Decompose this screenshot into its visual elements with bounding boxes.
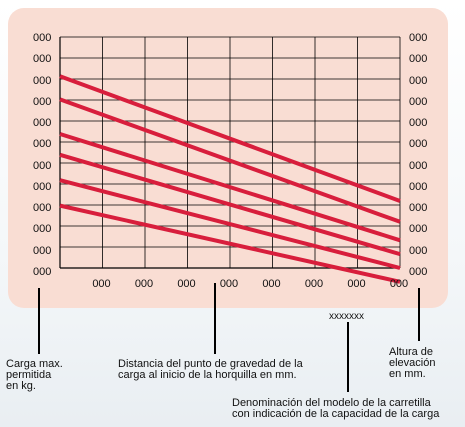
y-tick-label-left: 000: [33, 180, 52, 193]
load-curve-4: [59, 152, 401, 257]
y-tick-label-left: 000: [33, 266, 52, 278]
y-tick-label-right: 000: [409, 95, 428, 108]
load-curves: [59, 74, 401, 284]
y-tick-label-right: 000: [409, 202, 428, 215]
load-curve-6: [59, 203, 401, 284]
y-tick-label-left: 000: [33, 138, 52, 151]
load-curve-2: [59, 97, 401, 224]
y-tick-label-right: 000: [409, 117, 428, 130]
x-tick-label: 000: [92, 278, 111, 290]
x-tick-label: 000: [304, 278, 324, 290]
chart-grid: [59, 36, 401, 269]
height-callout-line-3: en mm.: [389, 368, 426, 380]
load-callout-line-3: en kg.: [6, 380, 36, 392]
x-tick-label: 000: [347, 278, 366, 290]
x-tick-label: 000: [219, 278, 239, 290]
model-callout: Denominación del modelo de la carretilla…: [232, 398, 439, 420]
y-tick-label-left: 000: [33, 53, 52, 66]
y-tick-label-right: 000: [409, 138, 428, 151]
y-tick-label-right: 000: [409, 32, 428, 44]
y-tick-label-right: 000: [409, 244, 428, 257]
callout-pointers: [38, 283, 420, 392]
load-callout: Carga max. permitida en kg.: [6, 359, 63, 392]
y-tick-label-left: 000: [33, 159, 52, 172]
x-tick-label: 000: [389, 278, 409, 290]
load-curve-5: [59, 178, 401, 270]
distance-callout: Distancia del punto de gravedad de la ca…: [118, 359, 303, 381]
model-callout-line-2: con indicación de la capacidad de la car…: [232, 408, 440, 420]
y-tick-label-right: 000: [409, 159, 428, 172]
y-tick-label-left: 000: [33, 202, 52, 215]
y-tick-label-left: 000: [33, 244, 52, 257]
y-tick-label-left: 000: [33, 95, 52, 108]
x-tick-label: 000: [262, 278, 281, 290]
y-tick-label-right: 000: [409, 223, 428, 236]
load-callout-line-2: permitida: [6, 369, 52, 381]
distance-callout-line-2: carga al inicio de la horquilla en mm.: [118, 369, 297, 381]
x-tick-label: 000: [177, 278, 196, 290]
x-tick-label: 000: [134, 278, 154, 290]
y-tick-label-right: 000: [409, 53, 428, 66]
load-curve-3: [59, 132, 401, 243]
height-callout: Altura de elevación en mm.: [389, 347, 435, 380]
y-tick-label-left: 000: [33, 223, 52, 236]
y-tick-label-right: 000: [409, 180, 428, 193]
model-callout-line-1: Denominación del modelo de la carretilla: [232, 397, 431, 409]
load-callout-line-1: Carga max.: [6, 358, 63, 370]
distance-callout-line-1: Distancia del punto de gravedad de la: [118, 358, 303, 370]
model-code-label: xxxxxxx: [329, 311, 364, 322]
load-curve-1: [59, 74, 401, 203]
height-callout-line-1: Altura de: [389, 346, 434, 358]
y-tick-label-left: 000: [33, 74, 52, 87]
y-tick-label-left: 000: [33, 117, 52, 130]
y-tick-label-right: 000: [409, 74, 428, 87]
height-callout-line-2: elevación: [389, 357, 436, 369]
y-tick-label-left: 000: [33, 32, 52, 44]
y-tick-label-right: 000: [409, 266, 428, 278]
